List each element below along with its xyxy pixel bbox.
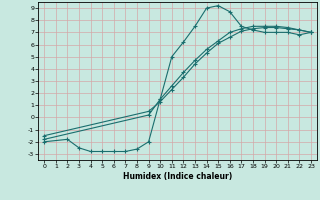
X-axis label: Humidex (Indice chaleur): Humidex (Indice chaleur)	[123, 172, 232, 181]
